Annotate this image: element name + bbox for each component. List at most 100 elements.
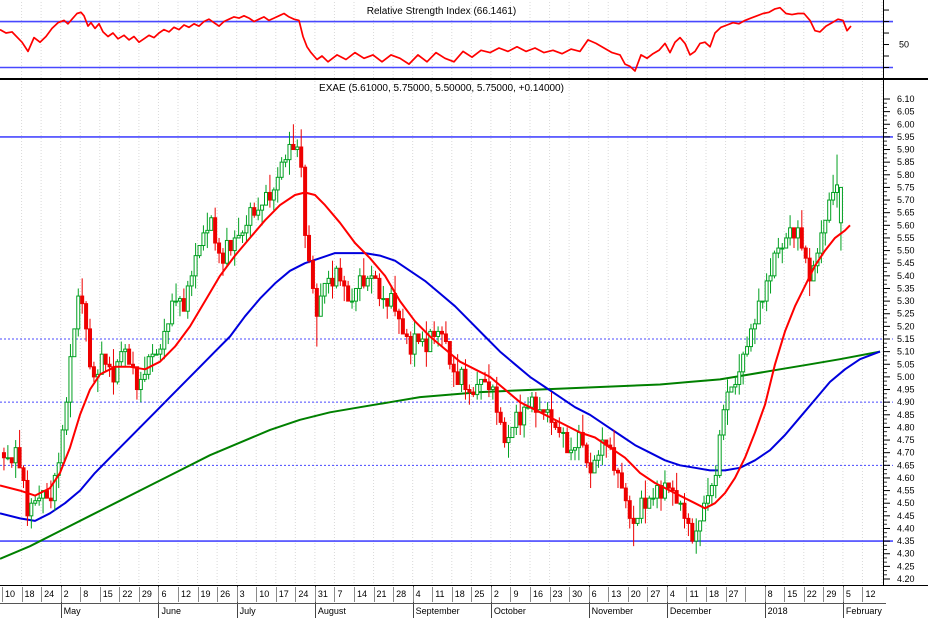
price-tick-label: 4.50 <box>897 498 915 508</box>
x-tick-label: 10 <box>2 587 22 602</box>
candle-body <box>745 346 750 355</box>
price-tick-label: 4.95 <box>897 385 915 395</box>
x-tick-label: 21 <box>373 587 394 602</box>
candle-body <box>213 217 218 244</box>
x-tick-label <box>745 587 765 602</box>
candle-body <box>772 252 777 277</box>
x-tick-label: 22 <box>803 587 824 602</box>
candle-body <box>377 277 382 300</box>
price-plot[interactable]: 6.10 6.05 6.00 5.95 5.90 5.85 5.80 5.75 5.70 5.65… <box>0 80 928 586</box>
x-tick-label: 28 <box>393 587 413 602</box>
candle-body <box>721 409 726 436</box>
price-tick-label: 5.35 <box>897 283 915 293</box>
candle-body <box>291 143 296 151</box>
x-tick-label: 14 <box>354 587 374 602</box>
candle-body <box>666 482 671 489</box>
candle-body <box>690 522 695 542</box>
price-tick-label: 4.85 <box>897 410 915 420</box>
x-tick-label: 24 <box>295 587 315 602</box>
candle-body <box>365 277 370 287</box>
price-tick-label: 5.65 <box>897 208 915 218</box>
candle-body <box>565 431 570 454</box>
candle-body <box>705 495 710 504</box>
candle-body <box>260 204 265 211</box>
price-tick-label: 4.90 <box>897 397 915 407</box>
candle-body <box>326 277 331 284</box>
candle-body <box>440 330 444 335</box>
candle-body <box>561 431 566 434</box>
candle-body <box>780 247 785 250</box>
candle-body <box>72 328 77 358</box>
price-tick-label: 4.40 <box>897 523 915 533</box>
candle-body <box>134 366 139 391</box>
candle-body <box>322 282 327 297</box>
candle-body <box>236 234 241 239</box>
candle-body <box>553 421 558 428</box>
candle-body <box>103 353 108 365</box>
candle-body <box>240 232 245 236</box>
ma-green-line <box>0 350 881 560</box>
candle-body <box>303 166 308 236</box>
candle-body <box>37 497 42 502</box>
candle-body <box>404 333 409 337</box>
candle-body <box>674 490 679 504</box>
x-tick-label: 17 <box>275 587 296 602</box>
candle-body <box>835 184 840 193</box>
candle-body <box>459 368 464 385</box>
x-tick-label: 3 <box>236 587 257 602</box>
x-tick-label: 10 <box>256 587 276 602</box>
candle-body <box>381 298 386 301</box>
candle-body <box>455 371 460 385</box>
x-tick-label: 26 <box>217 587 237 602</box>
x-month-label: November <box>591 606 634 616</box>
candle-body <box>702 502 707 522</box>
x-tick-label: 30 <box>569 587 589 602</box>
candle-body <box>733 383 738 388</box>
candle-body <box>576 431 581 449</box>
x-tick-label: 18 <box>706 587 726 602</box>
candle-body <box>498 411 503 423</box>
candle-body <box>639 497 644 519</box>
price-tick-label: 5.15 <box>897 334 915 344</box>
candle-body <box>678 502 683 505</box>
candle-body <box>396 310 401 320</box>
candle-body <box>760 300 765 303</box>
candle-body <box>569 449 574 454</box>
price-tick-label: 4.35 <box>897 536 915 546</box>
candle-body <box>416 333 421 343</box>
price-tick-label: 4.75 <box>897 435 915 445</box>
candle-body <box>158 348 163 355</box>
candle-body <box>48 497 53 502</box>
candle-body <box>232 237 237 252</box>
x-tick-label: 16 <box>530 587 550 602</box>
candle-body <box>181 298 186 312</box>
candle-body <box>827 199 832 221</box>
candle-body <box>764 280 769 302</box>
candle-body <box>228 239 233 252</box>
candle-body <box>248 207 253 226</box>
candle-body <box>522 406 527 426</box>
candle-body <box>647 497 652 509</box>
candle-body <box>631 517 636 524</box>
x-tick-label: 25 <box>471 587 491 602</box>
candle-body <box>314 287 319 317</box>
candle-body <box>627 500 632 519</box>
candle-body <box>443 333 448 343</box>
candle-body <box>428 330 433 353</box>
candle-body <box>545 409 550 413</box>
candle-body <box>166 323 171 332</box>
x-tick-label: 27 <box>647 587 667 602</box>
candle-body <box>346 285 351 302</box>
x-tick-label: 24 <box>41 587 61 602</box>
candle-body <box>756 300 761 325</box>
candle-body <box>686 517 691 524</box>
candle-body <box>99 353 104 375</box>
price-tick-label: 5.70 <box>897 195 915 205</box>
candle-body <box>1 452 6 459</box>
x-tick-label: 11 <box>686 587 706 602</box>
candle-body <box>29 502 34 517</box>
candle-body <box>189 275 194 287</box>
candle-body <box>64 401 69 431</box>
x-tick-label: 8 <box>764 587 785 602</box>
rsi-plot[interactable]: 50 <box>0 0 928 80</box>
